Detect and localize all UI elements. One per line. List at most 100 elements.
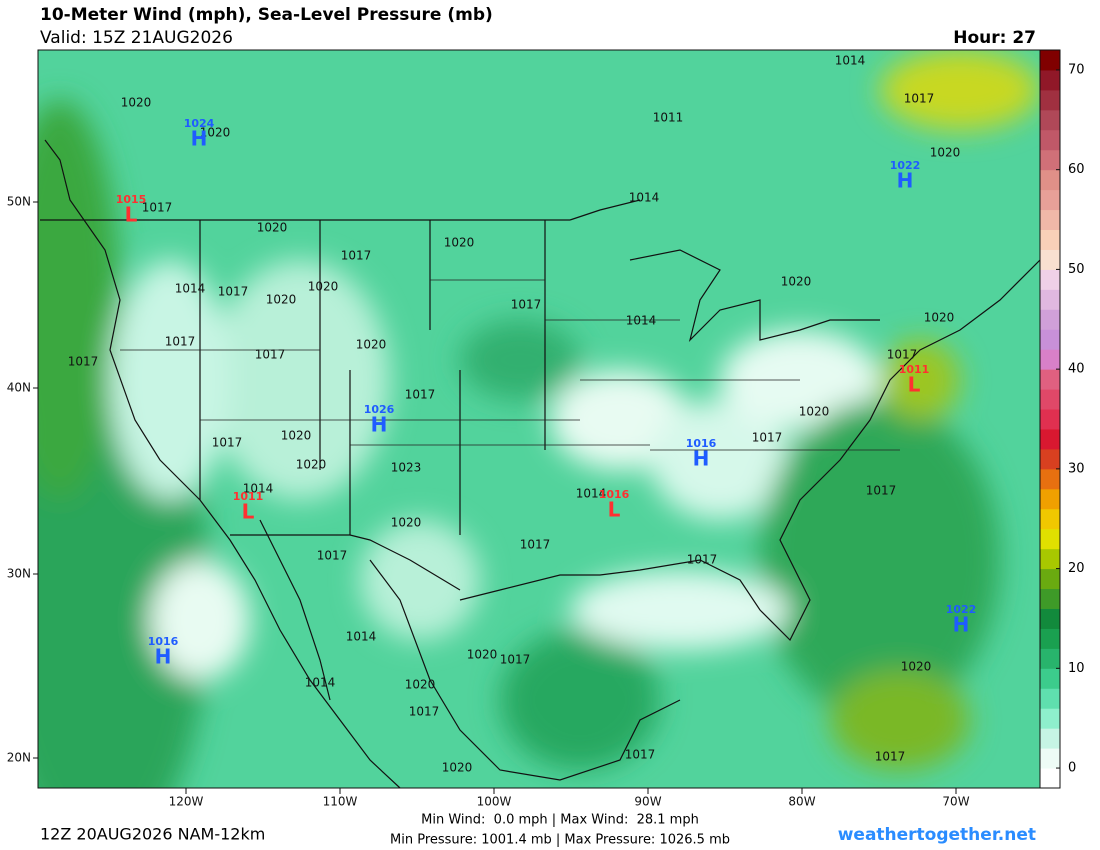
isobar-label: 1020 xyxy=(257,221,288,235)
coastlines xyxy=(40,139,1040,788)
lat-label: 40N xyxy=(7,381,31,395)
colorbar-label: 10 xyxy=(1068,661,1085,676)
colorbar-segment xyxy=(1040,389,1060,410)
colorbar-label: 60 xyxy=(1068,162,1085,177)
isobar-label: 1017 xyxy=(255,348,286,362)
center-pressure: 1016 xyxy=(686,437,717,450)
isobar-label: 1011 xyxy=(653,111,684,125)
isobar-label: 1017 xyxy=(904,92,935,106)
colorbar-segment xyxy=(1040,728,1060,749)
colorbar-label: 0 xyxy=(1068,761,1076,776)
colorbar-segment xyxy=(1040,89,1060,111)
colorbar-segment xyxy=(1040,109,1060,131)
forecast-hour: Hour: 27 xyxy=(953,28,1036,48)
colorbar-label: 40 xyxy=(1068,362,1085,377)
isobar-label: 1020 xyxy=(930,146,961,160)
center-pressure: 1024 xyxy=(184,117,215,130)
colorbar-segment xyxy=(1040,508,1060,530)
isobar-label: 1017 xyxy=(68,355,99,369)
colorbar-segment xyxy=(1040,768,1060,789)
lat-label: 50N xyxy=(7,195,31,209)
lon-label: 80W xyxy=(788,795,815,809)
colorbar-segment xyxy=(1040,428,1060,450)
center-symbol: H xyxy=(371,413,388,437)
colorbar-segment xyxy=(1040,628,1060,649)
colorbar-segment xyxy=(1040,548,1060,570)
isobar-label: 1014 xyxy=(346,630,377,644)
title: 10-Meter Wind (mph), Sea-Level Pressure … xyxy=(40,5,493,25)
colorbar-segment xyxy=(1040,69,1060,91)
colorbar-segment xyxy=(1040,568,1060,590)
map xyxy=(38,50,1040,788)
colorbar-segment xyxy=(1040,488,1060,510)
colorbar-segment xyxy=(1040,688,1060,709)
colorbar-segment xyxy=(1040,708,1060,729)
isobar-label: 1017 xyxy=(511,298,542,312)
isobar-label: 1020 xyxy=(266,293,297,307)
colorbar-segment xyxy=(1040,229,1060,250)
center-pressure: 1022 xyxy=(946,603,977,616)
isobar-label: 1014 xyxy=(629,191,660,205)
isobar-label: 1020 xyxy=(901,660,932,674)
site-link[interactable]: weathertogether.net xyxy=(838,825,1036,845)
isobar-label: 1017 xyxy=(142,201,173,215)
colorbar-segment xyxy=(1040,149,1060,171)
isobar-label: 1020 xyxy=(391,516,422,530)
lon-label: 70W xyxy=(942,795,969,809)
isobar-label: 1023 xyxy=(391,461,422,475)
colorbar-label: 20 xyxy=(1068,561,1085,576)
isobar-label: 1020 xyxy=(308,280,339,294)
center-symbol: L xyxy=(908,373,921,397)
colorbar: 0 10 20 30 40 50 60 70 xyxy=(1039,49,1085,789)
state-lines xyxy=(120,279,900,451)
isobar-label: 1014 xyxy=(243,482,274,496)
isobar-label: 1020 xyxy=(924,311,955,325)
colorbar-segment xyxy=(1040,588,1060,609)
colorbar-label: 30 xyxy=(1068,461,1085,476)
center-pressure: 1011 xyxy=(233,490,264,503)
colorbar-segment xyxy=(1040,648,1060,669)
isobar-label: 1020 xyxy=(121,96,152,110)
colorbar-segment xyxy=(1040,668,1060,689)
colorbar-segment xyxy=(1040,209,1060,231)
isobar-label: 1017 xyxy=(875,750,906,764)
colorbar-segment xyxy=(1040,249,1060,270)
isobar-label: 1020 xyxy=(799,405,830,419)
valid-time: Valid: 15Z 21AUG2026 xyxy=(40,28,233,48)
isobar-label: 1017 xyxy=(887,348,918,362)
isobar-label: 1014 xyxy=(305,676,336,690)
isobar-label: 1017 xyxy=(520,538,551,552)
isobar-label: 1020 xyxy=(281,429,312,443)
pressure-centers: 1024H1015L1022H1011L1026H1016H1011L1016L… xyxy=(116,117,977,669)
center-symbol: L xyxy=(608,498,621,522)
colorbar-segment xyxy=(1040,748,1060,769)
colorbar-segment xyxy=(1040,369,1060,390)
isobar-label: 1014 xyxy=(175,282,206,296)
isobar-label: 1020 xyxy=(781,275,812,289)
colorbar-segment xyxy=(1040,608,1060,629)
isobar-label: 1014 xyxy=(626,314,657,328)
colorbar-label: 50 xyxy=(1068,262,1085,277)
center-pressure: 1016 xyxy=(599,488,630,501)
colorbar-segment xyxy=(1040,50,1060,71)
isobar-label: 1020 xyxy=(296,458,327,472)
lon-label: 100W xyxy=(477,795,512,809)
center-symbol: H xyxy=(953,613,970,637)
isobar-label: 1017 xyxy=(500,653,531,667)
isobar-label: 1020 xyxy=(467,648,498,662)
isobar-label: 1017 xyxy=(625,748,656,762)
colorbar-segment xyxy=(1040,269,1060,290)
model-run: 12Z 20AUG2026 NAM-12km xyxy=(40,825,265,844)
center-symbol: L xyxy=(125,203,138,227)
pressure-stats: Min Pressure: 1001.4 mb | Max Pressure: … xyxy=(390,833,730,848)
center-symbol: H xyxy=(155,645,172,669)
isobar-label: 1020 xyxy=(356,338,387,352)
center-pressure: 1015 xyxy=(116,193,147,206)
center-pressure: 1016 xyxy=(148,635,179,648)
isobar-label: 1020 xyxy=(442,761,473,775)
colorbar-segment xyxy=(1040,448,1060,470)
wind-stats: Min Wind: 0.0 mph | Max Wind: 28.1 mph xyxy=(421,813,699,828)
colorbar-segment xyxy=(1040,528,1060,550)
